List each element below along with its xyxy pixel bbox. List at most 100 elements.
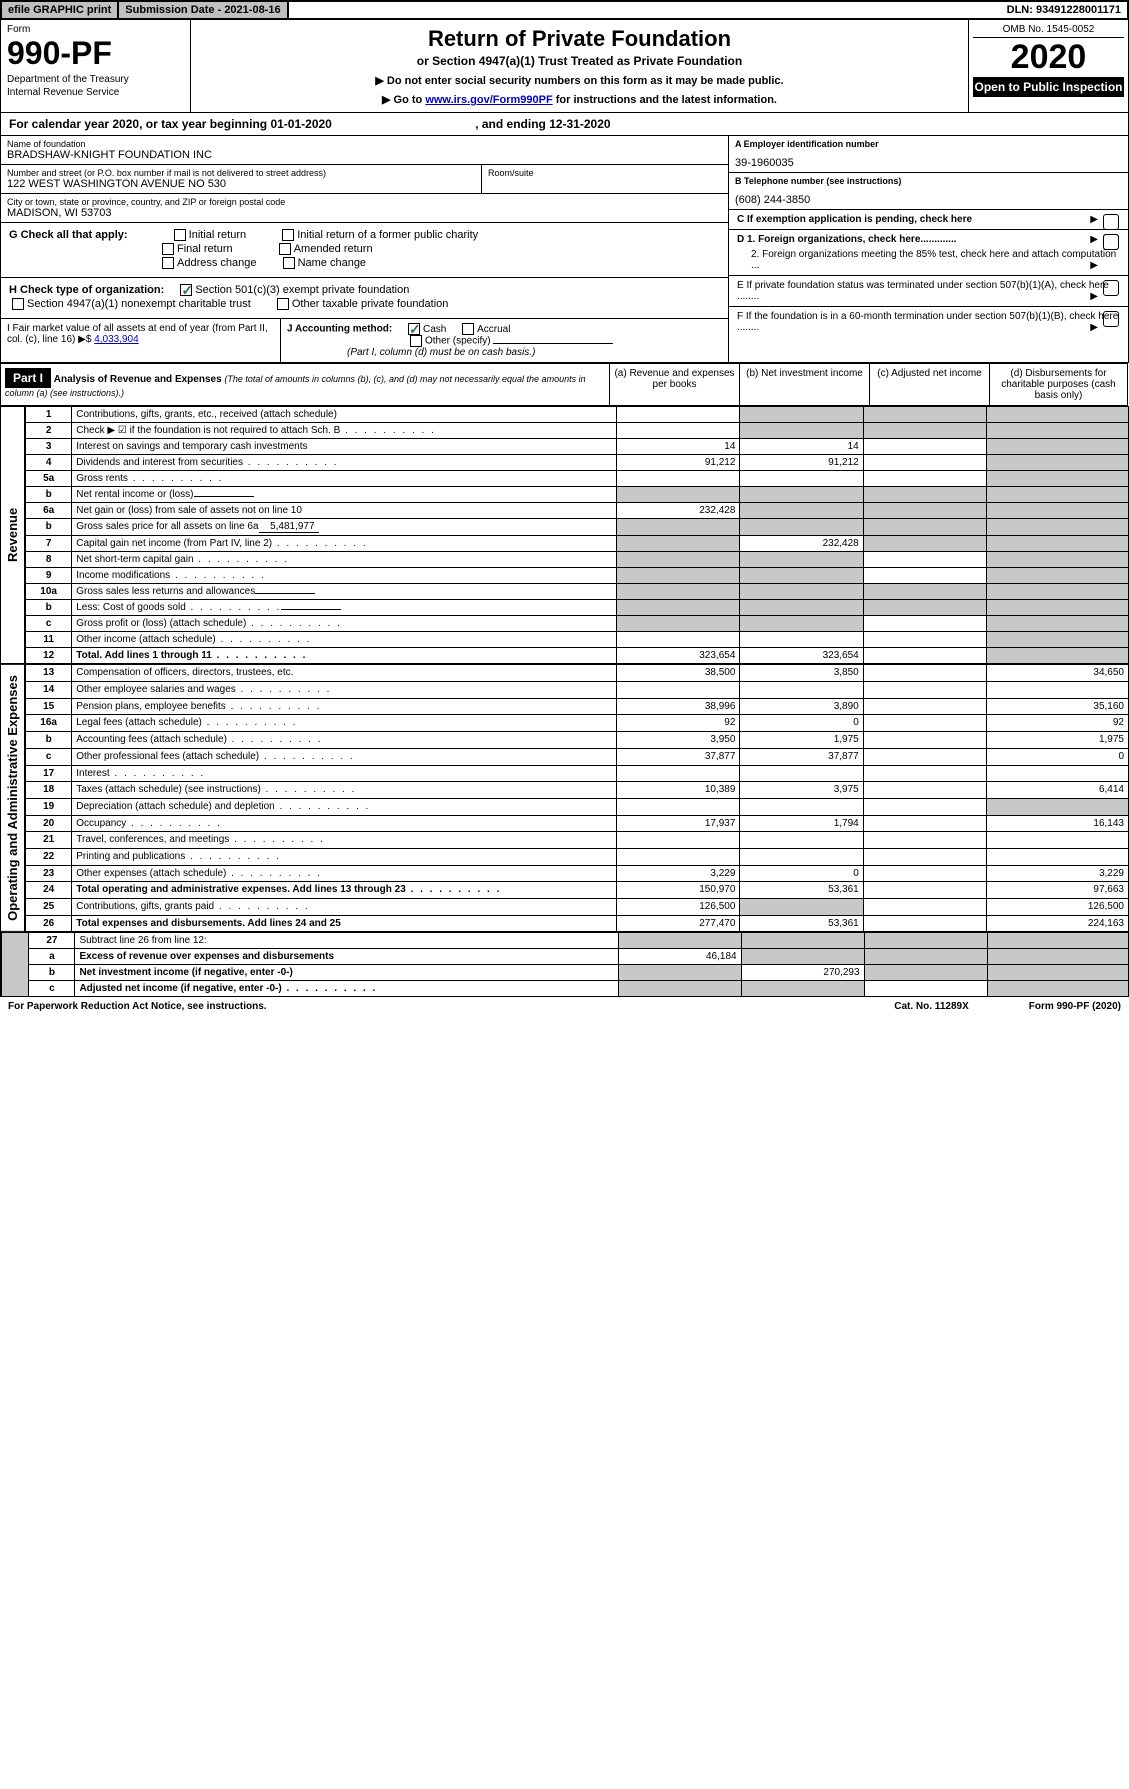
col-c-value: [863, 584, 986, 600]
box-c: C If exemption application is pending, c…: [729, 210, 1128, 230]
line-number: 10a: [26, 584, 72, 600]
form-title: Return of Private Foundation: [211, 26, 948, 52]
col-a-value: [617, 487, 740, 503]
col-b-value: [740, 848, 863, 865]
foreign-85-checkbox[interactable]: [1103, 234, 1119, 250]
line-number: 11: [26, 632, 72, 648]
table-row: 26Total expenses and disbursements. Add …: [26, 915, 1129, 932]
terminated-checkbox[interactable]: [1103, 280, 1119, 296]
line-description: Net gain or (loss) from sale of assets n…: [72, 503, 617, 519]
table-row: 3Interest on savings and temporary cash …: [26, 439, 1129, 455]
line-description: Subtract line 26 from line 12:: [75, 933, 618, 949]
table-row: 10aGross sales less returns and allowanc…: [26, 584, 1129, 600]
amended-return-checkbox[interactable]: [279, 243, 291, 255]
form-id-block: Form 990-PF Department of the Treasury I…: [1, 20, 191, 112]
col-b-value: 3,975: [740, 782, 863, 799]
col-d-value: [987, 519, 1129, 536]
instructions-link[interactable]: www.irs.gov/Form990PF: [425, 94, 552, 106]
col-a-value: 92: [617, 715, 740, 732]
table-row: 1Contributions, gifts, grants, etc., rec…: [26, 407, 1129, 423]
line-number: 24: [26, 882, 72, 899]
revenue-section: Revenue 1Contributions, gifts, grants, e…: [0, 406, 1129, 664]
line-number: 6a: [26, 503, 72, 519]
col-b-value: 232,428: [740, 536, 863, 552]
col-d-value: 34,650: [987, 665, 1129, 682]
col-a-value: 323,654: [617, 648, 740, 664]
fmv-value[interactable]: 4,033,904: [94, 334, 139, 345]
table-row: bNet rental income or (loss): [26, 487, 1129, 503]
initial-public-checkbox[interactable]: [282, 229, 294, 241]
col-d-value: [987, 848, 1129, 865]
line-number: 21: [26, 832, 72, 849]
line-number: 17: [26, 765, 72, 782]
other-method-checkbox[interactable]: [410, 335, 422, 347]
exemption-pending-checkbox[interactable]: [1103, 214, 1119, 230]
col-b-value: 14: [740, 439, 863, 455]
revenue-table: 1Contributions, gifts, grants, etc., rec…: [25, 406, 1129, 664]
table-row: 23Other expenses (attach schedule)3,2290…: [26, 865, 1129, 882]
note-link: ▶ Go to www.irs.gov/Form990PF for instru…: [211, 93, 948, 106]
line-number: b: [26, 732, 72, 749]
501c3-checkbox[interactable]: [180, 284, 192, 296]
ein: A Employer identification number 39-1960…: [729, 136, 1128, 173]
col-c-value: [863, 455, 986, 471]
page-footer: For Paperwork Reduction Act Notice, see …: [0, 997, 1129, 1016]
accrual-checkbox[interactable]: [462, 323, 474, 335]
initial-return-checkbox[interactable]: [174, 229, 186, 241]
col-d-value: [987, 600, 1129, 616]
other-taxable-checkbox[interactable]: [277, 298, 289, 310]
table-row: cAdjusted net income (if negative, enter…: [29, 981, 1129, 997]
col-b-value: 270,293: [741, 965, 864, 981]
line-description: Adjusted net income (if negative, enter …: [75, 981, 618, 997]
col-b-value: [740, 552, 863, 568]
col-b-value: 0: [740, 865, 863, 882]
line-description: Excess of revenue over expenses and disb…: [75, 949, 618, 965]
line-number: 2: [26, 423, 72, 439]
col-b-header: (b) Net investment income: [740, 363, 870, 406]
line-number: 9: [26, 568, 72, 584]
col-c-value: [863, 536, 986, 552]
line-description: Dividends and interest from securities: [72, 455, 617, 471]
top-bar: efile GRAPHIC print Submission Date - 20…: [0, 0, 1129, 20]
cash-checkbox[interactable]: [408, 323, 420, 335]
60month-checkbox[interactable]: [1103, 311, 1119, 327]
name-change-checkbox[interactable]: [283, 257, 295, 269]
line-number: 16a: [26, 715, 72, 732]
col-b-value: [741, 949, 864, 965]
line-number: c: [29, 981, 75, 997]
col-c-value: [863, 782, 986, 799]
box-e: E If private foundation status was termi…: [729, 276, 1128, 307]
revenue-sidebar: Revenue: [1, 406, 25, 664]
col-b-value: [741, 933, 864, 949]
col-d-value: [987, 798, 1129, 815]
line-description: Contributions, gifts, grants, etc., rece…: [72, 407, 617, 423]
part1-label: Part I: [5, 368, 51, 388]
box-d: D 1. Foreign organizations, check here..…: [729, 230, 1128, 276]
col-d-value: [987, 503, 1129, 519]
col-c-value: [863, 471, 986, 487]
foundation-name: Name of foundation BRADSHAW-KNIGHT FOUND…: [1, 136, 728, 165]
final-return-checkbox[interactable]: [162, 243, 174, 255]
line-description: Gross sales less returns and allowances: [72, 584, 617, 600]
line-description: Total. Add lines 1 through 11: [72, 648, 617, 664]
col-b-value: 323,654: [740, 648, 863, 664]
col-c-value: [863, 848, 986, 865]
col-b-value: [740, 487, 863, 503]
form-name-footer: Form 990-PF (2020): [1029, 1001, 1121, 1012]
col-d-value: 35,160: [987, 698, 1129, 715]
col-a-value: [617, 471, 740, 487]
col-c-value: [863, 665, 986, 682]
line-description: Pension plans, employee benefits: [72, 698, 617, 715]
col-c-value: [863, 898, 986, 915]
col-c-value: [863, 748, 986, 765]
line-number: 25: [26, 898, 72, 915]
table-row: 9Income modifications: [26, 568, 1129, 584]
efile-label: efile GRAPHIC print: [2, 2, 119, 18]
col-d-value: [987, 455, 1129, 471]
line-description: Check ▶ ☑ if the foundation is not requi…: [72, 423, 617, 439]
table-row: 11Other income (attach schedule): [26, 632, 1129, 648]
table-row: 27Subtract line 26 from line 12:: [29, 933, 1129, 949]
col-d-value: 1,975: [987, 732, 1129, 749]
4947-checkbox[interactable]: [12, 298, 24, 310]
address-change-checkbox[interactable]: [162, 257, 174, 269]
